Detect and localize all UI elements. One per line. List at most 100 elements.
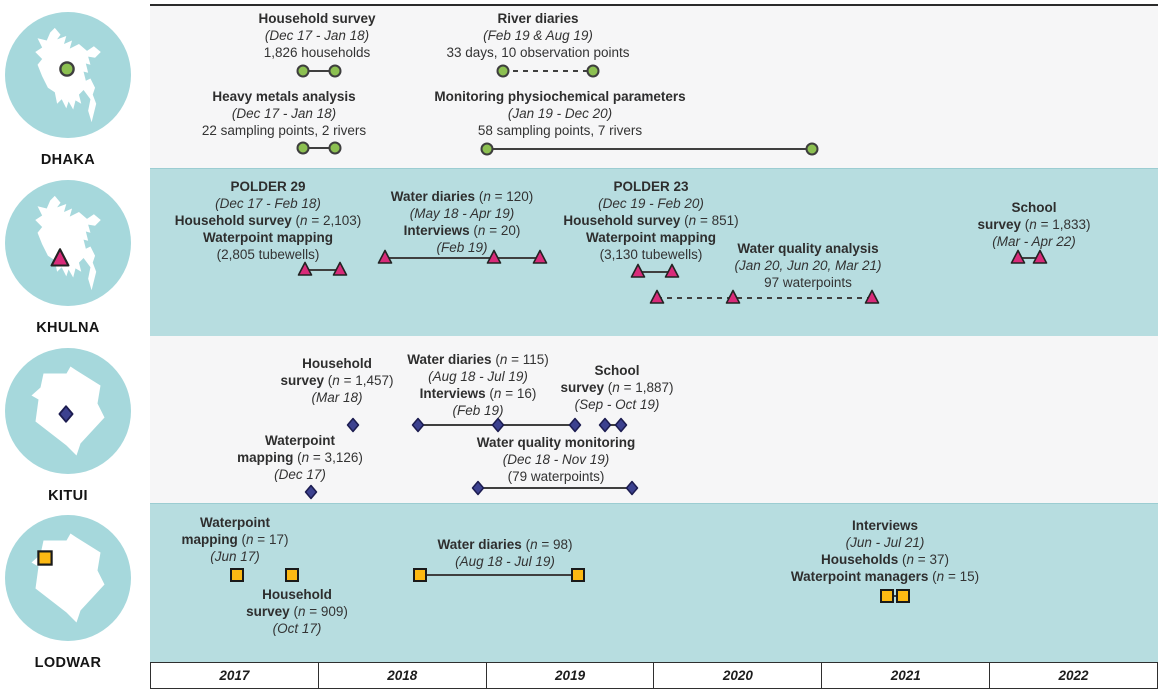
annotation-dhaka-0: Household survey (Dec 17 - Jan 18) 1,826 h… [258,10,375,61]
annotation-line: Water quality monitoring [476,435,636,450]
annotation-khulna-5: Water diaries (n = 120) (May 18 - Apr 19)… [391,188,533,256]
triangle-marker [532,249,548,264]
annotation-dhaka-1: River diaries (Feb 19 & Aug 19) 33 days, 1… [446,10,629,61]
bangladesh-map-icon [5,180,131,306]
diamond-marker [625,480,639,496]
annotation-line: Water quality analysis [737,241,879,256]
annotation-line: 58 sampling points, 7 rivers [477,123,643,138]
annotation-kitui-13: Water quality monitoring (Dec 18 - Nov 19… [477,434,636,485]
diamond-marker [304,484,318,500]
annotation-line: mapping (n = 17) [181,532,289,547]
kenya-map-icon [5,515,131,641]
annotation-line: Household [302,356,372,371]
annotation-khulna-6: POLDER 23 (Dec 19 - Feb 20) Household surv… [563,178,738,263]
triangle-marker [664,263,680,278]
location-label-dhaka: DHAKA [40,152,96,168]
annotation-line: Water diaries (n = 98) [437,537,573,552]
triangle-marker [332,261,348,276]
annotation-kitui-12: Waterpoint mapping (n = 3,126) (Dec 17) [237,432,363,483]
annotation-line: (Feb 19) [452,403,504,418]
annotation-kitui-9: Household survey (n = 1,457) (Mar 18) [281,355,394,406]
annotation-line: survey (n = 1,887) [560,380,674,395]
location-lodwar: LODWAR [0,510,136,671]
annotation-line: (Mar 18) [311,390,363,405]
triangle-marker [297,261,313,276]
annotation-dhaka-3: Monitoring physiochemical parameters (Jan… [434,88,685,139]
row-band-kitui [150,336,1158,503]
annotation-line: Households (n = 37) [821,552,949,567]
diamond-marker [471,480,485,496]
triangle-marker [725,289,741,304]
circle-marker [328,141,342,155]
year-axis: 2017 2018 2019 2020 2021 2022 [150,662,1158,689]
circle-marker [296,141,310,155]
triangle-marker [630,263,646,278]
annotation-line: Interviews (n = 16) [419,386,537,401]
annotation-line: (Jan 19 - Dec 20) [507,106,613,121]
annotation-line: Interviews [851,518,919,533]
annotation-khulna-8: School survey (n = 1,833) (Mar - Apr 22) [978,199,1091,250]
annotation-line: Household [262,587,332,602]
annotation-line: (Aug 18 - Jul 19) [455,554,555,569]
annotation-line: (Jan 20, Jun 20, Mar 21) [734,258,882,273]
annotation-line: (Dec 17 - Jan 18) [264,28,370,43]
annotation-line: 22 sampling points, 2 rivers [201,123,367,138]
circle-marker [59,61,75,77]
row-band-dhaka [150,5,1158,168]
triangle-marker [649,289,665,304]
circle-marker [496,64,510,78]
annotation-line: Waterpoint mapping [585,230,716,245]
annotation-line: survey (n = 909) [246,604,348,619]
annotation-khulna-7: Water quality analysis (Jan 20, Jun 20, M… [734,240,881,291]
diamond-marker [411,417,425,433]
annotation-line: Water diaries (n = 115) [407,352,549,367]
location-khulna: KHULNA [0,175,136,336]
year-label-2021: 2021 [821,663,989,688]
annotation-line: Interviews (n = 20) [403,223,521,238]
bangladesh-map-icon [35,195,101,291]
circle-marker [296,64,310,78]
annotation-line: Household survey [258,11,376,26]
annotation-line: School [1011,200,1057,215]
annotation-line: survey (n = 1,833) [977,217,1091,232]
year-label-2020: 2020 [653,663,821,688]
square-marker [896,589,910,603]
annotation-line: (Dec 17 - Feb 18) [215,196,321,211]
annotation-line: (Jun 17) [210,549,260,564]
diamond-marker [568,417,582,433]
triangle-marker [1010,249,1026,264]
annotation-line: POLDER 29 [230,179,306,194]
annotation-khulna-4: POLDER 29 (Dec 17 - Feb 18) Household surv… [175,178,361,263]
annotation-line: 97 waterpoints [764,275,852,290]
annotation-lodwar-14: Waterpoint mapping (n = 17) (Jun 17) [182,514,289,565]
diamond-marker [614,417,628,433]
annotation-line: survey (n = 1,457) [280,373,394,388]
annotation-line: (2,805 tubewells) [216,247,320,262]
circle-marker [328,64,342,78]
year-label-2017: 2017 [219,668,250,683]
triangle-marker [377,249,393,264]
location-label-lodwar: LODWAR [34,655,102,671]
annotation-line: mapping (n = 3,126) [237,450,363,465]
annotation-line: (Mar - Apr 22) [992,234,1076,249]
annotation-line: (Sep - Oct 19) [574,397,660,412]
row-band-khulna [150,168,1158,336]
annotation-line: (May 18 - Apr 19) [409,206,515,221]
annotation-line: Waterpoint mapping [203,230,333,245]
square-marker [571,568,585,582]
annotation-lodwar-17: Interviews (Jun - Jul 21) Households (n = … [791,517,979,585]
annotation-line: Heavy metals analysis [212,89,356,104]
location-kitui: KITUI [0,343,136,504]
square-marker [230,568,244,582]
circle-marker [586,64,600,78]
row-band-lodwar [150,503,1158,662]
triangle-marker [486,249,502,264]
location-label-khulna: KHULNA [36,320,100,336]
annotation-kitui-10: Water diaries (n = 115) (Aug 18 - Jul 19)… [407,351,548,419]
annotation-line: Waterpoint [199,515,270,530]
year-label-2022: 2022 [989,663,1157,688]
annotation-dhaka-2: Heavy metals analysis (Dec 17 - Jan 18) 22… [202,88,366,139]
annotation-kitui-11: School survey (n = 1,887) (Sep - Oct 19) [561,362,674,413]
bangladesh-map-icon [5,12,131,138]
